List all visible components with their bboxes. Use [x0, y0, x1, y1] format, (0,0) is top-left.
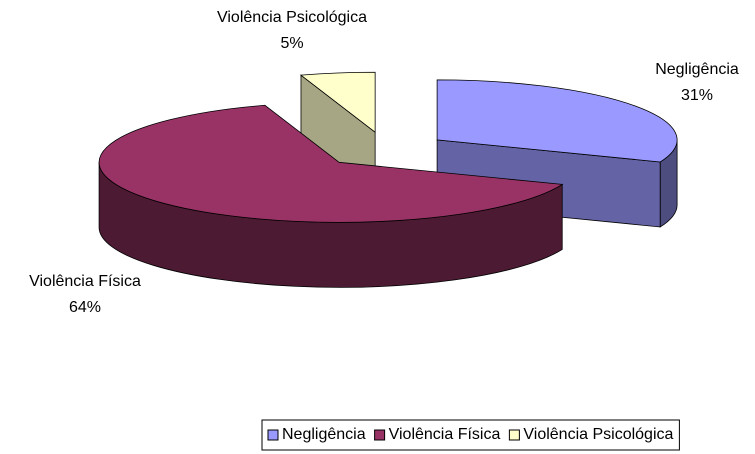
legend-swatch — [508, 429, 520, 441]
slice-top — [98, 104, 564, 223]
legend-box — [261, 419, 680, 451]
legend-label: Violência Física — [389, 426, 501, 443]
slice-value-label: 5% — [280, 35, 303, 52]
slice-label: Negligência — [655, 61, 739, 78]
legend: Negligência Violência Física Violência Psi… — [261, 419, 680, 451]
slice-top — [436, 79, 678, 163]
legend-swatch — [374, 429, 386, 441]
slice-label: Violência Física — [29, 273, 141, 290]
slice-value-label: 31% — [681, 87, 713, 104]
slice-value-label: 64% — [69, 299, 101, 316]
legend-label: Violência Psicológica — [523, 426, 673, 443]
slice-top — [299, 71, 376, 134]
legend-swatch — [267, 429, 279, 441]
slice-label: Violência Psicológica — [217, 9, 367, 26]
legend-label: Negligência — [282, 426, 366, 443]
pie-slice — [98, 104, 564, 288]
